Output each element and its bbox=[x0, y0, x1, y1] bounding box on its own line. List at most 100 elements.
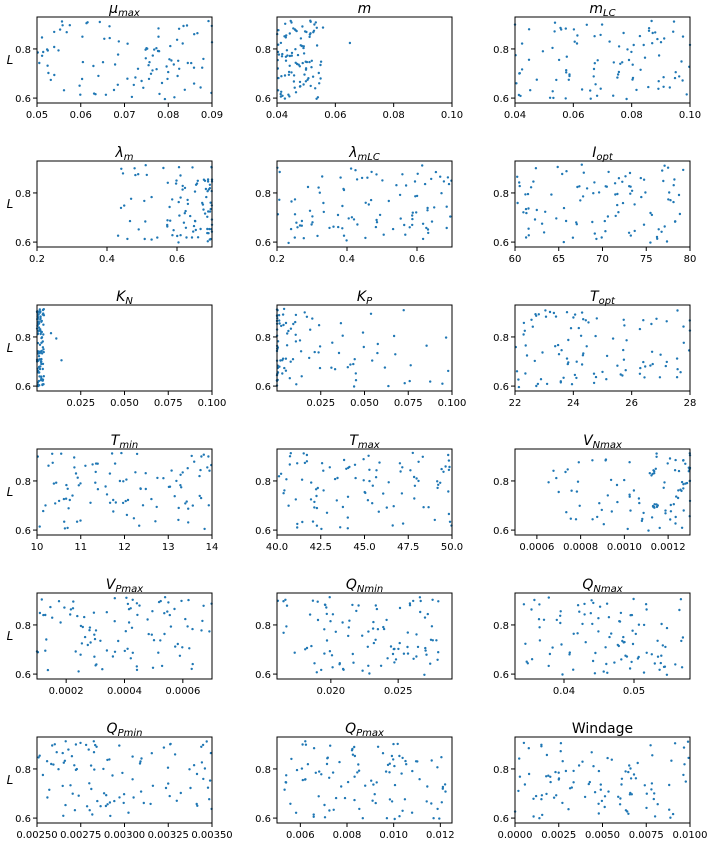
scatter-point bbox=[320, 773, 322, 775]
scatter-point bbox=[42, 348, 44, 350]
scatter-point bbox=[305, 67, 307, 69]
scatter-point bbox=[79, 482, 81, 484]
scatter-point bbox=[89, 809, 91, 811]
scatter-point bbox=[78, 795, 80, 797]
scatter-point bbox=[319, 345, 321, 347]
scatter-point bbox=[444, 783, 446, 785]
subplot-title: QNmin bbox=[346, 577, 383, 595]
scatter-point bbox=[353, 746, 355, 748]
scatter-point bbox=[639, 328, 641, 330]
scatter-point bbox=[639, 69, 641, 71]
scatter-point bbox=[305, 744, 307, 746]
scatter-point bbox=[192, 230, 194, 232]
scatter-point bbox=[596, 516, 598, 518]
scatter-point bbox=[127, 603, 129, 605]
scatter-point bbox=[347, 635, 349, 637]
x-tick-label: 0.07 bbox=[113, 110, 135, 121]
scatter-point bbox=[284, 23, 286, 25]
y-tick-label: 0.8 bbox=[493, 477, 509, 488]
scatter-point bbox=[654, 815, 656, 817]
scatter-point bbox=[352, 754, 354, 756]
scatter-point bbox=[136, 614, 138, 616]
scatter-point bbox=[642, 319, 644, 321]
scatter-point bbox=[328, 227, 330, 229]
scatter-point bbox=[545, 775, 547, 777]
scatter-point bbox=[432, 639, 434, 641]
scatter-point bbox=[628, 764, 630, 766]
scatter-point bbox=[313, 813, 315, 815]
scatter-point bbox=[538, 817, 540, 819]
y-tick-label: 0.6 bbox=[15, 526, 31, 537]
scatter-point bbox=[393, 505, 395, 507]
scatter-point bbox=[56, 751, 58, 753]
scatter-point bbox=[156, 506, 158, 508]
scatter-point bbox=[370, 313, 372, 315]
scatter-point bbox=[204, 180, 206, 182]
scatter-point bbox=[345, 239, 347, 241]
x-tick-label: 47.5 bbox=[397, 542, 419, 553]
scatter-point bbox=[379, 214, 381, 216]
scatter-point bbox=[69, 784, 71, 786]
scatter-point bbox=[367, 630, 369, 632]
scatter-point bbox=[178, 507, 180, 509]
scatter-point bbox=[674, 469, 676, 471]
scatter-point bbox=[280, 473, 282, 475]
scatter-point bbox=[644, 191, 646, 193]
scatter-point bbox=[70, 608, 72, 610]
scatter-point bbox=[370, 199, 372, 201]
scatter-point bbox=[312, 600, 314, 602]
scatter-point bbox=[374, 639, 376, 641]
scatter-point bbox=[57, 768, 59, 770]
scatter-point bbox=[324, 604, 326, 606]
scatter-point bbox=[441, 801, 443, 803]
scatter-point bbox=[314, 351, 316, 353]
scatter-point bbox=[446, 206, 448, 208]
scatter-point bbox=[394, 784, 396, 786]
scatter-point bbox=[339, 176, 341, 178]
scatter-point bbox=[310, 21, 312, 23]
scatter-point bbox=[118, 744, 120, 746]
scatter-point bbox=[202, 208, 204, 210]
scatter-point bbox=[401, 466, 403, 468]
scatter-point bbox=[348, 217, 350, 219]
scatter-point bbox=[123, 204, 125, 206]
y-tick-label: 0.8 bbox=[493, 621, 509, 632]
scatter-point bbox=[294, 213, 296, 215]
scatter-point bbox=[658, 80, 660, 82]
scatter-point bbox=[209, 202, 211, 204]
scatter-point bbox=[424, 647, 426, 649]
scatter-point bbox=[310, 223, 312, 225]
scatter-point bbox=[183, 222, 185, 224]
scatter-point bbox=[283, 367, 285, 369]
scatter-point bbox=[680, 598, 682, 600]
scatter-point bbox=[113, 800, 115, 802]
scatter-point bbox=[281, 55, 283, 57]
scatter-point bbox=[174, 645, 176, 647]
scatter-point bbox=[582, 318, 584, 320]
scatter-point bbox=[538, 603, 540, 605]
scatter-point bbox=[640, 196, 642, 198]
scatter-point bbox=[169, 743, 171, 745]
scatter-point bbox=[77, 670, 79, 672]
scatter-point bbox=[382, 492, 384, 494]
scatter-point bbox=[653, 792, 655, 794]
scatter-point bbox=[331, 654, 333, 656]
scatter-point bbox=[134, 471, 136, 473]
scatter-point bbox=[623, 359, 625, 361]
scatter-point bbox=[317, 601, 319, 603]
scatter-point bbox=[599, 34, 601, 36]
x-tick-label: 0.2 bbox=[29, 254, 45, 265]
scatter-point bbox=[411, 214, 413, 216]
y-tick-label: 0.6 bbox=[493, 526, 509, 537]
scatter-point bbox=[663, 481, 665, 483]
scatter-point bbox=[285, 358, 287, 360]
scatter-point bbox=[632, 63, 634, 65]
scatter-point bbox=[339, 526, 341, 528]
scatter-point bbox=[331, 666, 333, 668]
scatter-point bbox=[117, 53, 119, 55]
scatter-point bbox=[340, 785, 342, 787]
scatter-point bbox=[313, 506, 315, 508]
x-tick-label: 24 bbox=[567, 398, 580, 409]
scatter-point bbox=[598, 191, 600, 193]
scatter-point bbox=[426, 785, 428, 787]
